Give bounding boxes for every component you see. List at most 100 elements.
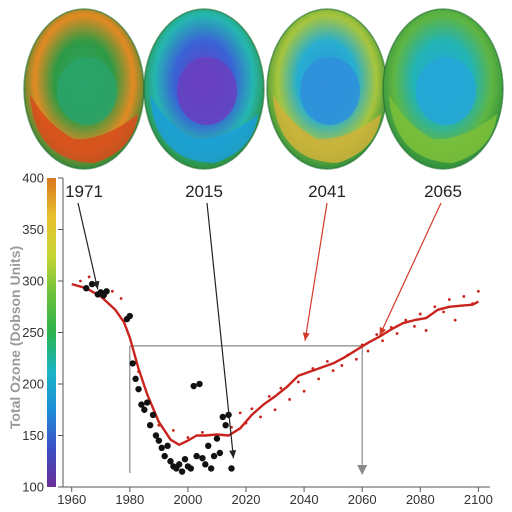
observation-point (129, 360, 136, 367)
polar-region (57, 57, 117, 125)
arrow-2015-head (229, 450, 237, 459)
observation-point (228, 465, 235, 472)
observation-point (178, 468, 186, 475)
observation-point (158, 444, 165, 452)
model-point (267, 394, 271, 398)
observation-point (210, 452, 218, 460)
polar-region (416, 57, 476, 125)
guide-arrowhead (357, 465, 368, 475)
observation-point (205, 442, 212, 449)
globe-year-label: 2065 (424, 182, 462, 201)
model-point (296, 380, 300, 384)
arrow-2015 (206, 202, 235, 459)
model-point (302, 389, 306, 393)
year-labels: 1971 2015 2041 2065 (65, 182, 462, 201)
x-tick-label: 2100 (464, 492, 493, 507)
y-tick-label: 150 (22, 428, 44, 443)
y-tick-label: 350 (22, 222, 44, 237)
model-point (171, 428, 175, 432)
globe-1971 (24, 9, 144, 169)
model-point (250, 407, 254, 411)
model-point (259, 415, 262, 419)
trend-line (71, 282, 479, 446)
model-point (279, 386, 283, 390)
observation-point (193, 452, 200, 460)
observation-point (181, 455, 189, 463)
observation-point (216, 449, 224, 457)
x-tick-label: 2080 (406, 492, 435, 507)
polar-region (300, 57, 360, 125)
ozone-band (389, 94, 497, 163)
ozone-band (150, 94, 258, 163)
observation-point (167, 458, 174, 465)
observation-point (144, 399, 151, 406)
model-point (442, 310, 445, 314)
observation-point (164, 442, 171, 449)
observation-point (138, 401, 145, 408)
arrow-1971 (77, 202, 99, 290)
model-point (273, 408, 277, 412)
polar-region (177, 57, 237, 125)
plot-area: 100 150 200 250 300 350 400 1960 1980 2000 2020 204… (7, 171, 493, 508)
model-point (447, 298, 451, 301)
observation-point (222, 422, 229, 429)
observation-point (126, 312, 134, 320)
globe-outline (143, 8, 265, 170)
model-point (87, 275, 91, 279)
observation-point (213, 435, 221, 442)
observation-point (146, 422, 154, 429)
globe-2041 (267, 9, 387, 169)
globe-year-label: 1971 (65, 182, 103, 201)
y-tick-label: 100 (22, 480, 44, 495)
observation-point (187, 465, 195, 472)
model-point (476, 289, 480, 293)
model-point (404, 318, 408, 322)
model-point (462, 295, 466, 298)
model-point (433, 305, 437, 309)
x-tick-label: 2040 (290, 492, 319, 507)
model-point (201, 431, 204, 434)
globe-row (23, 8, 504, 170)
model-point (413, 324, 416, 328)
y-tick-label: 250 (22, 325, 44, 340)
observation-point (132, 375, 139, 383)
globe-year-label: 2015 (185, 182, 223, 201)
globe-outline (382, 8, 504, 170)
model-point (354, 357, 358, 361)
observation-point (149, 411, 157, 419)
model-point (288, 398, 291, 401)
x-tick-label: 2000 (173, 492, 202, 507)
model-point (325, 359, 329, 363)
y-axis-label: Total Ozone (Dobson Units) (7, 246, 23, 429)
model-point (418, 312, 422, 316)
model-point (110, 289, 114, 293)
observation-point (152, 432, 160, 439)
arrow-2041-head (302, 332, 310, 341)
model-point (453, 318, 457, 322)
globe-year-label: 2041 (308, 182, 346, 201)
observation-point (190, 382, 197, 390)
observation-point (155, 437, 163, 444)
observation-point (202, 461, 209, 468)
arrow-2065-head (379, 326, 387, 336)
observation-point (135, 385, 142, 393)
arrow-2041 (304, 202, 328, 341)
observation-point (141, 406, 148, 413)
ozone-band (273, 94, 381, 163)
model-point (317, 377, 321, 381)
y-tick-label: 200 (22, 377, 44, 392)
model-point (366, 349, 370, 353)
model-point (381, 339, 384, 343)
ozone-band (30, 94, 138, 163)
globe-arrows (77, 202, 442, 459)
observation-point (83, 285, 90, 292)
observation-point (175, 461, 183, 468)
y-tick-label: 300 (22, 274, 44, 289)
x-tick-label: 2060 (348, 492, 377, 507)
observation-point (196, 380, 203, 388)
x-tick-label: 1960 (57, 492, 86, 507)
model-point (79, 279, 82, 283)
model-point (331, 369, 335, 373)
x-tick-label: 2020 (232, 492, 261, 507)
